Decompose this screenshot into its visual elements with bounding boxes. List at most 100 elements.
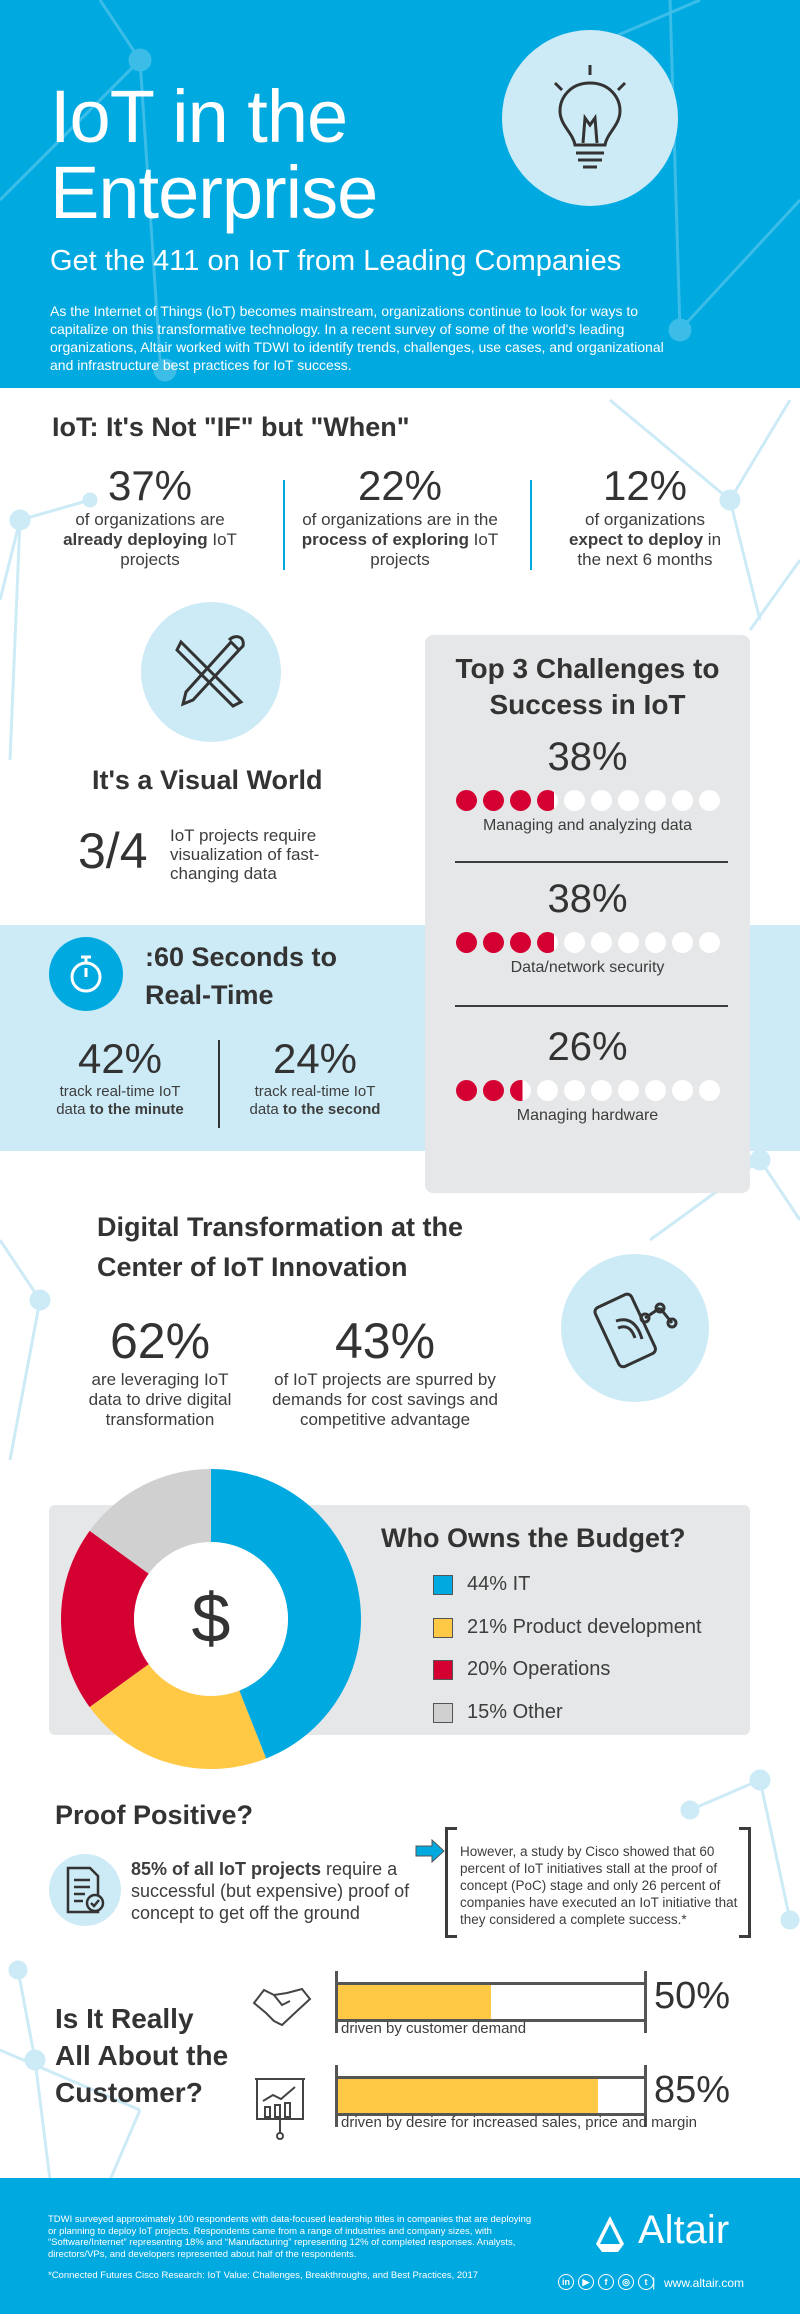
challenges-panel: Top 3 Challenges to Success in IoT 38% Ma… bbox=[425, 635, 750, 1193]
dot-rating bbox=[425, 932, 750, 953]
intro-paragraph: As the Internet of Things (IoT) becomes … bbox=[50, 303, 664, 373]
rating-dot bbox=[671, 1080, 693, 1101]
stat-bold: already deploying bbox=[63, 530, 208, 549]
quote-bracket: However, a study by Cisco showed that 60… bbox=[445, 1827, 751, 1938]
legend-item-product: 21% Product development bbox=[433, 1616, 702, 1639]
rating-dot bbox=[698, 790, 720, 811]
hero-header: IoT in the Enterprise Get the 411 on IoT… bbox=[0, 0, 800, 388]
stat-value: 42% bbox=[77, 1035, 163, 1082]
stat-text: IoT projects bbox=[370, 530, 499, 569]
rating-dot bbox=[455, 790, 477, 811]
visual-desc: IoT projects require visualization of fa… bbox=[170, 826, 320, 883]
digital-title-1: Digital Transformation at the bbox=[97, 1212, 464, 1242]
stat-text: of IoT projects are spurred by demands f… bbox=[272, 1370, 498, 1429]
challenge-label: Data/network security bbox=[510, 959, 665, 976]
subtitle: Get the 411 on IoT from Leading Companie… bbox=[50, 245, 622, 277]
quote-text: However, a study by Cisco showed that 60… bbox=[460, 1844, 738, 1927]
rating-dot bbox=[590, 1080, 612, 1101]
legend-label: 21% Product development bbox=[467, 1616, 702, 1638]
stat-value: 12% bbox=[602, 462, 688, 509]
rating-dot bbox=[698, 1080, 720, 1101]
stopwatch-icon bbox=[49, 937, 123, 1011]
rating-dot bbox=[482, 932, 504, 953]
title-line: All About the bbox=[55, 2040, 229, 2071]
stat-text: IoT projects bbox=[120, 530, 237, 569]
donut-slice-product-development bbox=[89, 1664, 267, 1769]
realtime-title-2: Real-Time bbox=[145, 980, 274, 1010]
rating-dot bbox=[644, 1080, 666, 1101]
sales-value: 85% bbox=[654, 2069, 731, 2111]
social-links: in ▶ f ◎ t bbox=[558, 2274, 654, 2290]
divider bbox=[455, 1005, 728, 1007]
lightbulb-icon bbox=[502, 30, 678, 206]
social-icon[interactable]: ▶ bbox=[578, 2274, 594, 2290]
legend-item-other: 15% Other bbox=[433, 1701, 563, 1724]
budget-donut-chart: $ bbox=[60, 1469, 362, 1769]
rating-dot bbox=[590, 932, 612, 953]
dot-rating bbox=[425, 1080, 750, 1101]
realtime-title-1: :60 Seconds to bbox=[145, 942, 338, 972]
stat-bold: process of exploring bbox=[301, 530, 469, 549]
rating-dot bbox=[590, 790, 612, 811]
stat-value: 62% bbox=[109, 1313, 211, 1369]
rating-dot bbox=[536, 1080, 558, 1101]
challenge-label: Managing and analyzing data bbox=[482, 817, 693, 834]
stat-text: of organizations are bbox=[75, 510, 225, 529]
customer-demand-bar bbox=[335, 1971, 647, 2033]
legend-item-it: 44% IT bbox=[433, 1573, 530, 1596]
rating-dot bbox=[563, 1080, 585, 1101]
legend-label: 20% Operations bbox=[467, 1658, 611, 1680]
sales-label: driven by desire for increased sales, pr… bbox=[341, 2114, 698, 2131]
divider bbox=[218, 1040, 220, 1128]
survey-note: TDWI surveyed approximately 100 responde… bbox=[48, 2214, 532, 2260]
stat-24: 24% track real-time IoT data to the seco… bbox=[215, 1035, 415, 1119]
stat-62: 62% are leveraging IoT data to drive dig… bbox=[60, 1312, 260, 1430]
stat-text: of organizations are in the bbox=[302, 510, 498, 529]
divider bbox=[530, 480, 532, 570]
rating-dot bbox=[644, 932, 666, 953]
challenge-value: 26% bbox=[547, 1025, 628, 1069]
challenges-title: Top 3 Challenges to Success in IoT bbox=[455, 653, 720, 720]
footer: TDWI surveyed approximately 100 responde… bbox=[0, 2178, 800, 2314]
customer-demand-label: driven by customer demand bbox=[341, 2020, 527, 2037]
altair-logo-icon bbox=[596, 2216, 624, 2252]
divider bbox=[283, 480, 285, 570]
document-check-icon bbox=[49, 1854, 121, 1926]
digital-title-2: Center of IoT Innovation bbox=[97, 1252, 408, 1282]
rating-dot bbox=[698, 932, 720, 953]
section-title-when: IoT: It's Not "IF" but "When" bbox=[52, 412, 410, 442]
challenge-label: Managing hardware bbox=[516, 1107, 659, 1124]
divider bbox=[455, 861, 728, 863]
stat-text: in the next 6 months bbox=[577, 530, 722, 569]
legend-label: 15% Other bbox=[467, 1701, 563, 1723]
challenge-value: 38% bbox=[547, 877, 628, 921]
legend-swatch bbox=[433, 1574, 453, 1595]
social-icon[interactable]: ◎ bbox=[618, 2274, 634, 2290]
citation: *Connected Futures Cisco Research: IoT V… bbox=[48, 2270, 479, 2281]
legend-label: 44% IT bbox=[467, 1573, 531, 1595]
phone-network-icon bbox=[561, 1254, 709, 1402]
social-icon[interactable]: in bbox=[558, 2274, 574, 2290]
rating-dot bbox=[455, 932, 477, 953]
stat-bold: to the second bbox=[282, 1101, 381, 1118]
customer-demand-value: 50% bbox=[654, 1975, 731, 2017]
presentation-chart-icon bbox=[255, 2078, 305, 2140]
challenge-item: 26% Managing hardware bbox=[425, 1025, 750, 1125]
social-icon[interactable]: f bbox=[598, 2274, 614, 2290]
legend-swatch bbox=[433, 1659, 453, 1680]
donut-hole bbox=[134, 1542, 288, 1696]
rating-dot bbox=[536, 932, 558, 953]
legend-swatch bbox=[433, 1702, 453, 1723]
proof-title: Proof Positive? bbox=[55, 1800, 254, 1830]
chart-title: Who Owns the Budget? bbox=[381, 1523, 686, 1553]
website-link[interactable]: www.altair.com bbox=[664, 2276, 745, 2290]
rating-dot bbox=[509, 790, 531, 811]
rating-dot bbox=[671, 932, 693, 953]
title-line-1: IoT in the bbox=[50, 75, 348, 158]
legend-swatch bbox=[433, 1617, 453, 1638]
stat-text: track real-time IoT data bbox=[56, 1083, 181, 1118]
rating-dot bbox=[455, 1080, 477, 1101]
stat-37: 37% of organizations are already deployi… bbox=[50, 462, 250, 570]
social-icon[interactable]: t bbox=[638, 2274, 654, 2290]
